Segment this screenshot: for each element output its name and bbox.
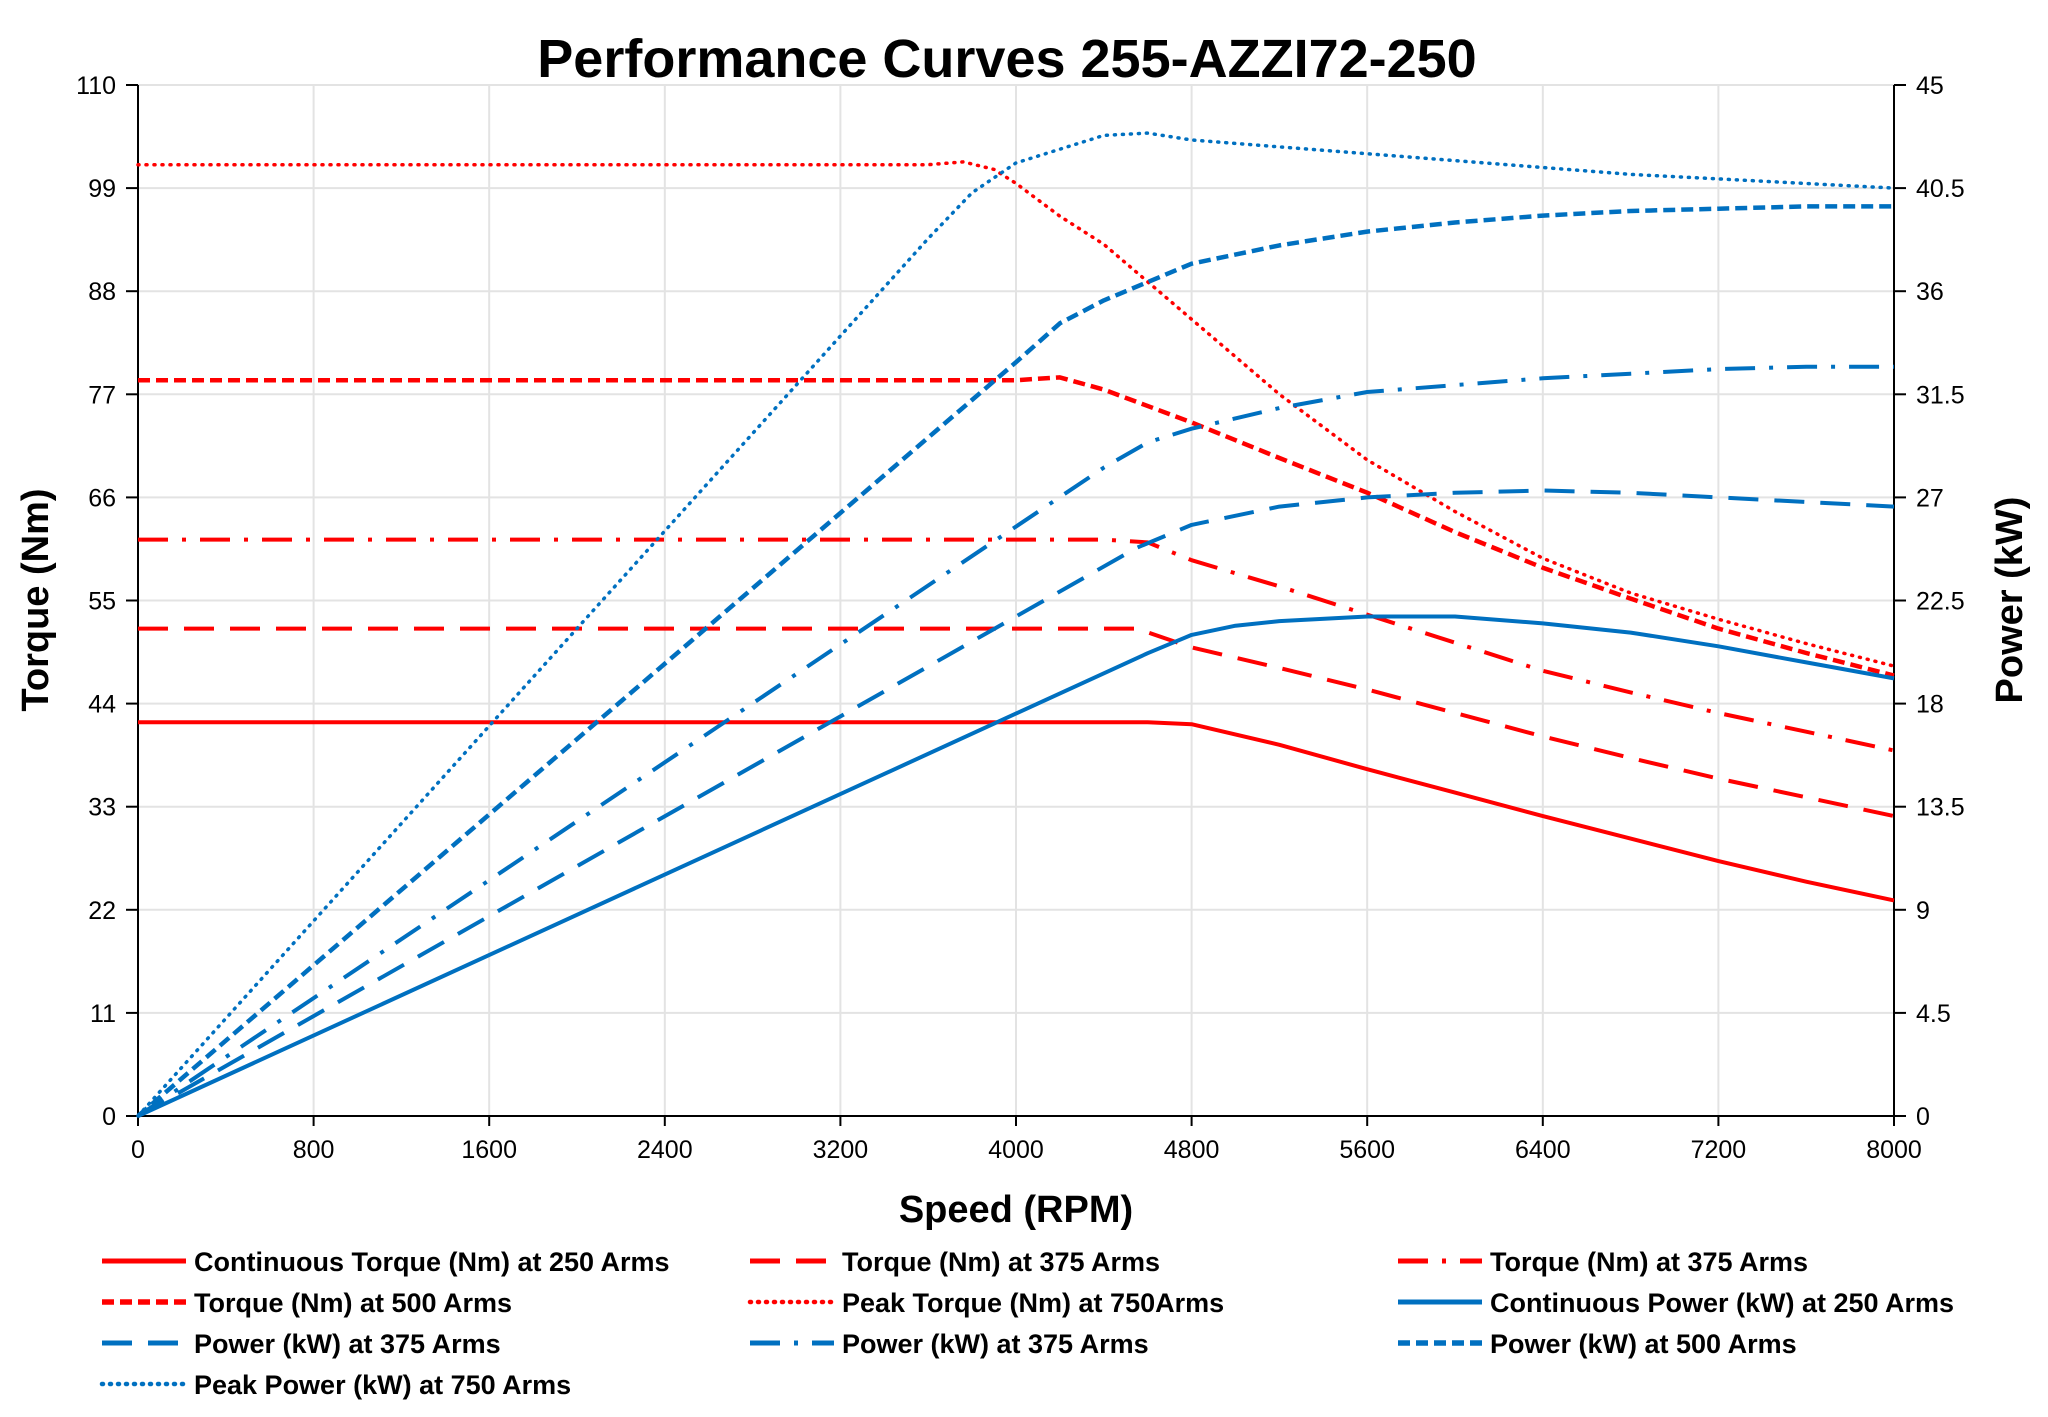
x-tick-label: 800 [293,1136,335,1164]
legend-label: Power (kW) at 500 Arms [1490,1329,1797,1359]
legend-label: Continuous Power (kW) at 250 Arms [1490,1288,1954,1318]
y-tick-label: 77 [88,381,116,409]
series-line-8 [136,364,1894,1118]
y-tick-label: 99 [88,175,116,203]
y2-tick-label: 18 [1916,691,1944,719]
x-axis-title: Speed (RPM) [899,1189,1133,1231]
y2-tick-label: 4.5 [1916,1000,1951,1028]
y2-tick-label: 31.5 [1916,381,1965,409]
legend-label: Torque (Nm) at 500 Arms [194,1288,512,1318]
legend-label: Power (kW) at 375 Arms [194,1329,501,1359]
y2-axis-title: Power (kW) [1989,497,2031,704]
y-tick-label: 44 [88,691,116,719]
y2-tick-label: 45 [1916,72,1944,100]
x-tick-label: 5600 [1339,1136,1395,1164]
chart-title: Performance Curves 255-AZZI72-250 [537,29,1476,89]
x-tick-label: 2400 [637,1136,693,1164]
y-tick-label: 11 [90,1000,116,1028]
x-tick-label: 4800 [1164,1136,1220,1164]
legend-item: Torque (Nm) at 375 Arms [750,1247,1160,1277]
legend-label: Power (kW) at 375 Arms [842,1329,1149,1359]
legend-label: Continuous Torque (Nm) at 250 Arms [194,1247,670,1277]
series-line-3 [138,537,1895,753]
y-axis-title: Torque (Nm) [15,488,57,711]
y-tick-label: 66 [88,484,116,512]
y2-tick-label: 22.5 [1916,588,1965,616]
legend-item: Peak Torque (Nm) at 750Arms [747,1288,1224,1318]
y-tick-label: 55 [88,588,116,616]
y2-tick-label: 0 [1916,1103,1930,1131]
y-tick-label: 88 [88,278,116,306]
legend-item: Power (kW) at 375 Arms [102,1329,501,1359]
y-tick-label: 33 [88,794,116,822]
y2-tick-label: 40.5 [1916,175,1965,203]
series-line-6 [137,614,1895,1118]
gridlines [138,84,1895,1116]
series-line-9 [136,204,1894,1118]
legend-item: Torque (Nm) at 500 Arms [102,1288,512,1318]
x-tick-label: 6400 [1515,1136,1571,1164]
series-lines [136,131,1896,1118]
legend-item: Continuous Power (kW) at 250 Arms [1398,1288,1954,1318]
series-line-7 [137,488,1895,1118]
series-line-1 [138,720,1895,903]
legend-label: Peak Power (kW) at 750 Arms [194,1370,571,1400]
legend-item: Peak Power (kW) at 750 Arms [99,1370,571,1400]
y-tick-label: 22 [88,897,116,925]
y2-tick-label: 36 [1916,278,1944,306]
legend-label: Peak Torque (Nm) at 750Arms [842,1288,1224,1318]
y-tick-label: 0 [102,1103,116,1131]
x-tick-label: 0 [131,1136,145,1164]
x-tick-label: 7200 [1691,1136,1747,1164]
series-line-4 [138,375,1895,678]
legend-label: Torque (Nm) at 375 Arms [842,1247,1160,1277]
x-tick-label: 3200 [813,1136,869,1164]
y2-tick-label: 13.5 [1916,794,1965,822]
series-line-10 [136,131,1896,1118]
legend: Continuous Torque (Nm) at 250 Arms Torque… [99,1247,1954,1400]
legend-item: Power (kW) at 500 Arms [1398,1329,1797,1359]
x-tick-label: 1600 [461,1136,517,1164]
series-line-5 [136,160,1896,668]
y2-tick-label: 9 [1916,897,1930,925]
legend-label: Torque (Nm) at 375 Arms [1490,1247,1808,1277]
y-tick-label: 110 [76,72,116,100]
y2-tick-label: 27 [1916,484,1944,512]
axes: 0 800 1600 2400 3200 4000 4800 5600 6400 7200 8000… [76,72,1965,1164]
legend-item: Continuous Torque (Nm) at 250 Arms [102,1247,670,1277]
x-tick-label: 4000 [988,1136,1044,1164]
legend-item: Power (kW) at 375 Arms [750,1329,1149,1359]
x-tick-label: 8000 [1866,1136,1922,1164]
legend-item: Torque (Nm) at 375 Arms [1398,1247,1808,1277]
